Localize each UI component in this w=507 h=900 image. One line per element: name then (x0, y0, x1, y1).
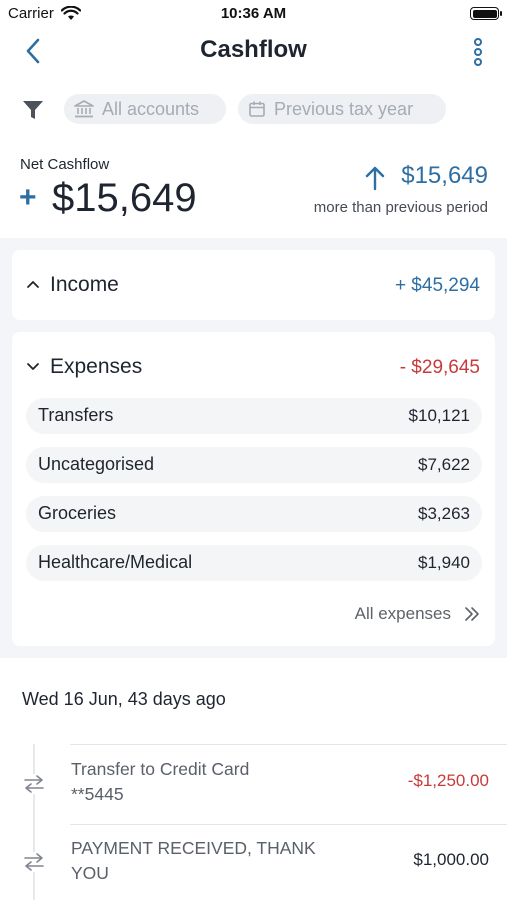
battery-icon (470, 7, 502, 20)
net-cashflow-sign: + (19, 181, 37, 214)
chevron-up-icon (27, 281, 39, 288)
expense-name: Healthcare/Medical (38, 552, 193, 572)
timeline-line (33, 744, 35, 900)
accounts-filter-chip[interactable]: All accounts (64, 94, 226, 124)
expenses-card: Expenses - $29,645 Transfers $10,121 Unc… (12, 332, 495, 646)
filter-icon[interactable] (22, 99, 44, 121)
income-title: Income (50, 273, 119, 296)
net-cashflow-label: Net Cashflow (20, 156, 110, 173)
transaction-description: Transfer to Credit Card (71, 759, 250, 779)
transaction-description-2: **5445 (71, 784, 124, 804)
expense-row-groceries[interactable]: Groceries $3,263 (26, 496, 482, 532)
carrier-label: Carrier (8, 5, 54, 22)
accounts-filter-label: All accounts (102, 98, 200, 119)
bank-icon (74, 100, 94, 118)
back-chevron-icon[interactable] (20, 36, 48, 66)
transaction-description-2: YOU (71, 863, 109, 883)
double-chevron-right-icon[interactable] (463, 606, 481, 622)
expense-amount: $3,263 (418, 504, 470, 523)
period-diff-caption: more than previous period (313, 199, 488, 216)
expense-name: Groceries (38, 503, 117, 523)
expense-row-transfers[interactable]: Transfers $10,121 (26, 398, 482, 434)
period-filter-chip[interactable]: Previous tax year (238, 94, 446, 124)
wifi-icon (61, 6, 81, 20)
transaction-row-2[interactable]: PAYMENT RECEIVED, THANK YOU (71, 836, 341, 886)
chevron-down-icon[interactable] (26, 362, 40, 372)
transaction-amount: -$1,250.00 (407, 771, 489, 790)
more-options-icon[interactable] (466, 36, 490, 68)
page-title: Cashflow (200, 36, 307, 63)
expense-name: Uncategorised (38, 454, 155, 474)
expenses-amount: - $29,645 (399, 357, 480, 378)
calendar-icon (249, 101, 265, 117)
arrow-up-icon (365, 166, 385, 191)
period-filter-label: Previous tax year (274, 98, 414, 119)
expense-row-uncategorised[interactable]: Uncategorised $7,622 (26, 447, 482, 483)
status-time: 10:36 AM (220, 5, 287, 22)
expenses-title[interactable]: Expenses (50, 355, 143, 378)
transaction-row-1[interactable]: Transfer to Credit Card **5445 (71, 757, 341, 807)
expense-amount: $1,940 (418, 553, 470, 572)
income-amount: + $45,294 (394, 275, 480, 296)
divider (70, 744, 507, 745)
expense-row-healthcare[interactable]: Healthcare/Medical $1,940 (26, 545, 482, 581)
transaction-description: PAYMENT RECEIVED, THANK (71, 838, 316, 858)
expense-amount: $7,622 (418, 455, 470, 474)
income-card[interactable]: Income + $45,294 (12, 250, 495, 320)
period-diff-value: $15,649 (401, 162, 488, 189)
transfer-arrows-icon (22, 852, 46, 872)
status-bar: Carrier 10:36 AM (0, 0, 507, 28)
transactions-date-header: Wed 16 Jun, 43 days ago (22, 689, 226, 709)
transfer-arrows-icon (22, 774, 46, 794)
transaction-amount: $1,000.00 (413, 850, 489, 869)
expense-name: Transfers (38, 405, 114, 425)
all-expenses-link[interactable]: All expenses (354, 604, 451, 623)
divider (70, 824, 507, 825)
net-cashflow-value: $15,649 (52, 176, 197, 220)
expense-amount: $10,121 (408, 406, 470, 425)
